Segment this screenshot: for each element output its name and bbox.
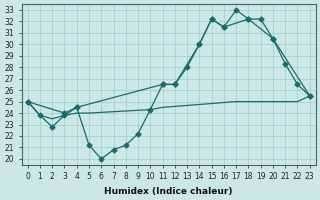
X-axis label: Humidex (Indice chaleur): Humidex (Indice chaleur) — [104, 187, 233, 196]
